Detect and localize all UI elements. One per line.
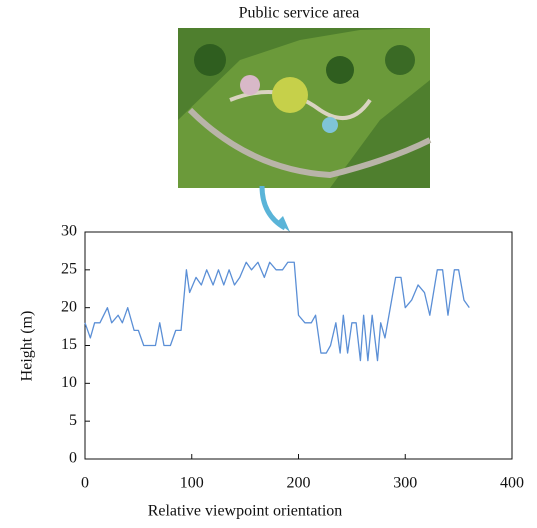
arrow [259,185,287,231]
arrow-head [277,216,290,232]
y-tick-label: 10 [61,374,77,391]
x-axis-title: Relative viewpoint orientation [148,503,343,520]
x-tick-label: 300 [393,475,417,492]
x-tick-label: 0 [81,475,89,492]
aerial-photo [178,28,432,188]
y-tick-label: 30 [61,223,77,240]
x-tick-label: 400 [500,475,524,492]
x-tick-label: 200 [287,475,311,492]
y-tick-label: 5 [69,412,77,429]
y-tick-label: 0 [69,450,77,467]
x-tick-label: 100 [180,475,204,492]
y-tick-label: 25 [61,261,77,278]
y-axis-title: Height (m) [19,311,36,382]
y-tick-label: 15 [61,336,77,353]
image-caption: Public service area [239,5,360,22]
y-tick-label: 20 [61,298,77,315]
line [84,261,470,362]
